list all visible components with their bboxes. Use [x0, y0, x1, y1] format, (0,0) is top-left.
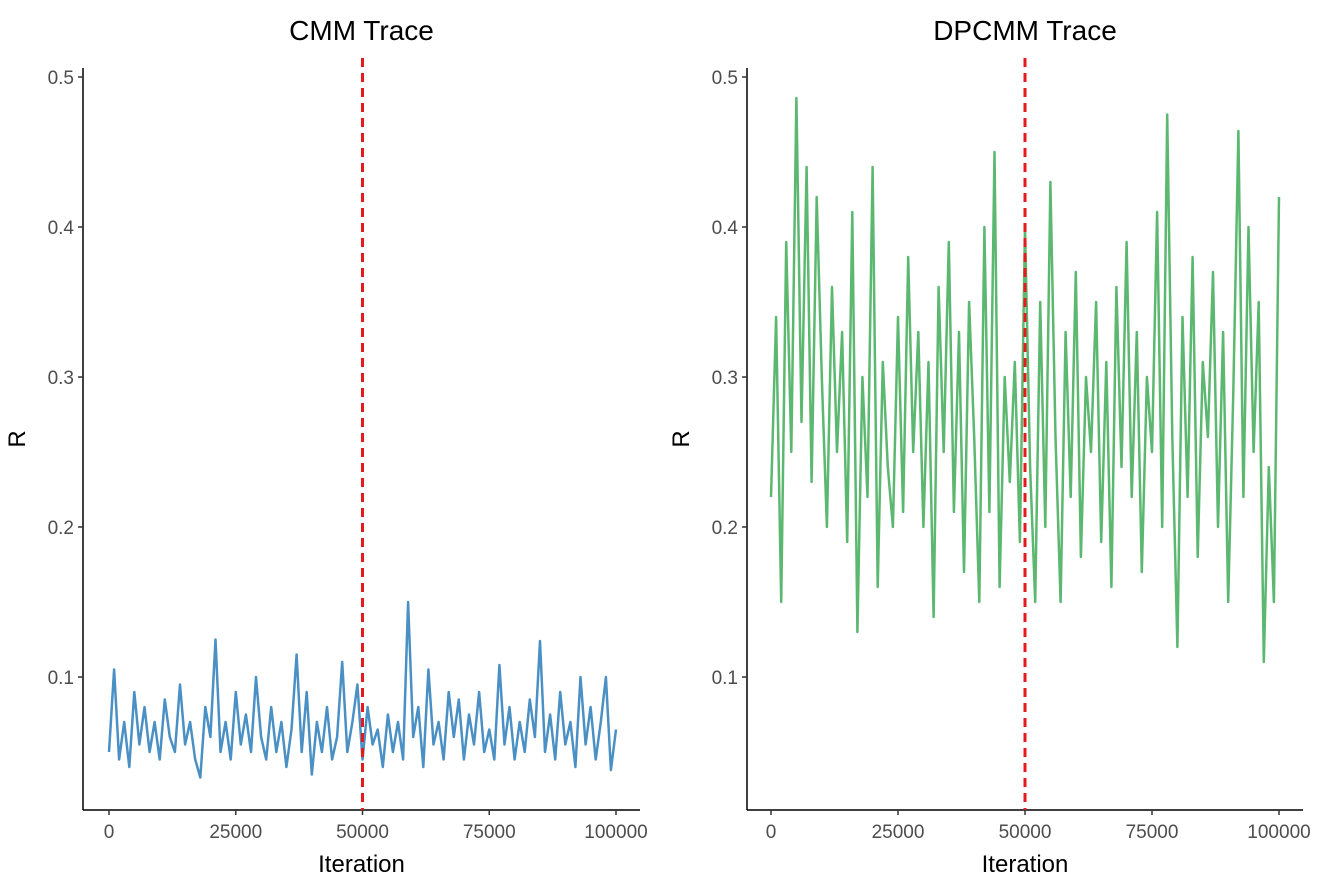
y-axis-label: R — [4, 430, 31, 447]
y-axis-label: R — [668, 430, 695, 447]
x-tick-label: 100000 — [1247, 822, 1310, 843]
x-tick-label: 50000 — [999, 822, 1052, 843]
y-tick-label: 0.1 — [712, 668, 738, 689]
x-tick-label: 100000 — [584, 822, 647, 843]
x-axis-label: Iteration — [318, 851, 405, 878]
trace-line — [107, 600, 618, 779]
x-tick-label: 25000 — [209, 822, 262, 843]
x-axis-label: Iteration — [982, 851, 1069, 878]
chart-title: DPCMM Trace — [933, 15, 1117, 46]
y-tick-label: 0.5 — [48, 68, 74, 89]
x-tick-label: 50000 — [336, 822, 389, 843]
x-tick-label: 75000 — [1126, 822, 1179, 843]
panel-dpcmm: DPCMM Trace 0.1 0.2 0.3 0.4 0.5 0 25000 50000 750… — [668, 15, 1311, 878]
y-tick-label: 0.4 — [712, 218, 739, 239]
y-tick-label: 0.3 — [712, 368, 738, 389]
x-tick-label: 25000 — [872, 822, 925, 843]
y-tick-label: 0.3 — [48, 368, 74, 389]
y-tick-label: 0.4 — [48, 218, 75, 239]
x-tick-label: 0 — [766, 822, 777, 843]
panel-cmm: CMM Trace 0.1 0.2 0.3 0.4 0.5 0 25000 50000 75000… — [4, 15, 648, 878]
x-tick-label: 0 — [104, 822, 115, 843]
y-tick-label: 0.2 — [48, 518, 74, 539]
y-tick-label: 0.2 — [712, 518, 738, 539]
y-tick-label: 0.1 — [48, 668, 74, 689]
x-tick-label: 75000 — [463, 822, 516, 843]
y-tick-label: 0.5 — [712, 68, 738, 89]
chart-title: CMM Trace — [289, 15, 434, 46]
